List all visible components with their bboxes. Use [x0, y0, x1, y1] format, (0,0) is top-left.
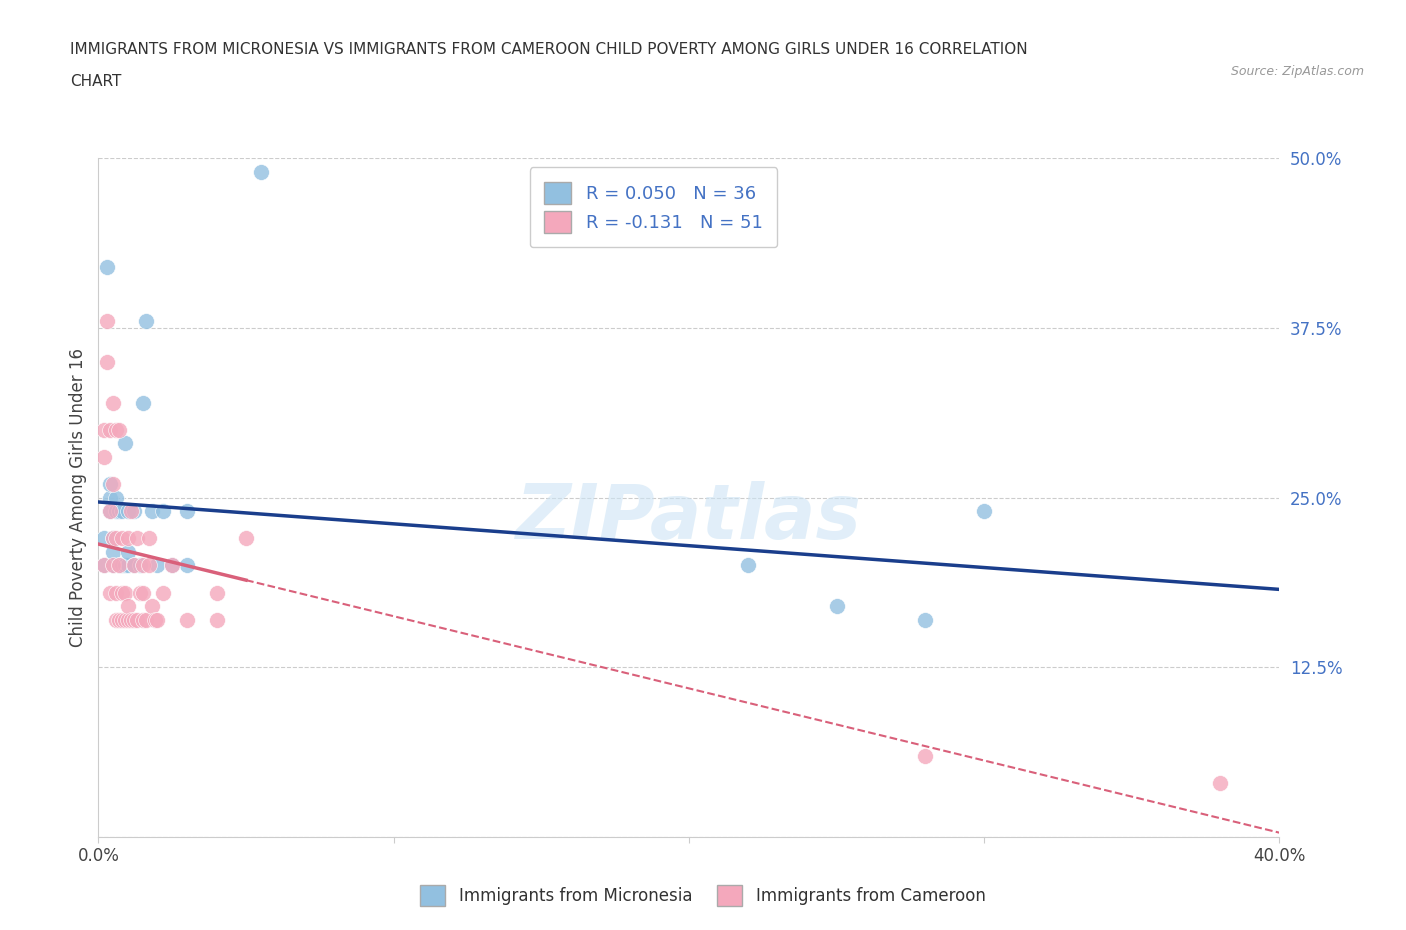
Text: ZIPatlas: ZIPatlas [516, 481, 862, 555]
Point [176, 504, 198, 519]
Point [117, 544, 139, 559]
Point [135, 313, 157, 328]
Point [117, 531, 139, 546]
Point [96, 259, 118, 274]
Point [105, 531, 128, 546]
Point [914, 748, 936, 763]
Point [98, 422, 121, 437]
Point [93, 422, 115, 437]
Legend: Immigrants from Micronesia, Immigrants from Cameroon: Immigrants from Micronesia, Immigrants f… [413, 879, 993, 912]
Point [737, 558, 759, 573]
Point [122, 612, 145, 627]
Point [914, 612, 936, 627]
Point [114, 612, 136, 627]
Point [98, 504, 121, 519]
Point [114, 558, 136, 573]
Point [132, 395, 155, 410]
Point [111, 585, 134, 600]
Point [96, 354, 118, 369]
Point [93, 531, 115, 546]
Point [128, 558, 150, 573]
Point [250, 165, 273, 179]
Point [105, 504, 128, 519]
Point [138, 558, 160, 573]
Point [98, 504, 121, 519]
Point [117, 558, 139, 573]
Point [108, 558, 131, 573]
Point [120, 612, 142, 627]
Point [162, 558, 183, 573]
Point [138, 531, 160, 546]
Point [105, 585, 128, 600]
Point [108, 612, 131, 627]
Point [162, 558, 183, 573]
Point [143, 612, 166, 627]
Point [117, 599, 139, 614]
Legend: R = 0.050   N = 36, R = -0.131   N = 51: R = 0.050 N = 36, R = -0.131 N = 51 [530, 167, 778, 247]
Point [103, 531, 125, 546]
Point [125, 531, 148, 546]
Point [108, 504, 131, 519]
Point [1209, 776, 1232, 790]
Text: IMMIGRANTS FROM MICRONESIA VS IMMIGRANTS FROM CAMEROON CHILD POVERTY AMONG GIRLS: IMMIGRANTS FROM MICRONESIA VS IMMIGRANTS… [70, 42, 1028, 57]
Point [973, 504, 995, 519]
Point [141, 504, 163, 519]
Point [103, 476, 125, 491]
Point [105, 422, 128, 437]
Point [205, 585, 228, 600]
Point [176, 612, 198, 627]
Point [98, 490, 121, 505]
Point [146, 558, 169, 573]
Point [111, 504, 134, 519]
Point [103, 558, 125, 573]
Point [146, 612, 169, 627]
Point [103, 544, 125, 559]
Point [135, 612, 157, 627]
Point [132, 612, 155, 627]
Point [103, 395, 125, 410]
Point [93, 558, 115, 573]
Point [120, 504, 142, 519]
Point [93, 449, 115, 464]
Point [108, 422, 131, 437]
Point [122, 558, 145, 573]
Point [125, 612, 148, 627]
Y-axis label: Child Poverty Among Girls Under 16: Child Poverty Among Girls Under 16 [69, 348, 87, 647]
Point [122, 558, 145, 573]
Point [152, 504, 174, 519]
Point [152, 585, 174, 600]
Point [235, 531, 257, 546]
Point [141, 599, 163, 614]
Point [105, 612, 128, 627]
Point [132, 585, 155, 600]
Point [205, 612, 228, 627]
Point [117, 504, 139, 519]
Point [96, 313, 118, 328]
Text: CHART: CHART [70, 74, 122, 89]
Point [176, 558, 198, 573]
Point [103, 531, 125, 546]
Point [117, 612, 139, 627]
Point [114, 585, 136, 600]
Text: Source: ZipAtlas.com: Source: ZipAtlas.com [1230, 65, 1364, 78]
Point [108, 558, 131, 573]
Point [103, 558, 125, 573]
Point [825, 599, 848, 614]
Point [93, 558, 115, 573]
Point [111, 531, 134, 546]
Point [105, 490, 128, 505]
Point [111, 558, 134, 573]
Point [122, 504, 145, 519]
Point [111, 612, 134, 627]
Point [128, 585, 150, 600]
Point [98, 476, 121, 491]
Point [132, 558, 155, 573]
Point [98, 585, 121, 600]
Point [114, 436, 136, 451]
